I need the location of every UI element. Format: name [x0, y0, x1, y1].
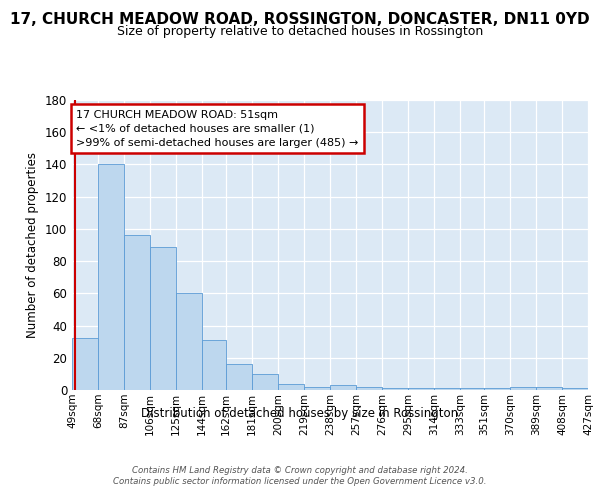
Bar: [460, 388, 484, 390]
Text: Contains HM Land Registry data © Crown copyright and database right 2024.: Contains HM Land Registry data © Crown c…: [132, 466, 468, 475]
Bar: [510, 387, 536, 390]
Bar: [150, 246, 176, 390]
Bar: [382, 388, 408, 390]
Bar: [330, 385, 356, 390]
Bar: [202, 340, 226, 390]
Text: Size of property relative to detached houses in Rossington: Size of property relative to detached ho…: [117, 25, 483, 38]
Bar: [278, 384, 304, 390]
Bar: [356, 387, 382, 390]
Bar: [98, 164, 124, 390]
Text: 17, CHURCH MEADOW ROAD, ROSSINGTON, DONCASTER, DN11 0YD: 17, CHURCH MEADOW ROAD, ROSSINGTON, DONC…: [10, 12, 590, 28]
Text: Distribution of detached houses by size in Rossington: Distribution of detached houses by size …: [142, 408, 458, 420]
Bar: [536, 387, 562, 390]
Bar: [562, 388, 588, 390]
Text: Contains public sector information licensed under the Open Government Licence v3: Contains public sector information licen…: [113, 478, 487, 486]
Bar: [226, 364, 252, 390]
Bar: [124, 236, 150, 390]
Bar: [176, 294, 202, 390]
Bar: [434, 388, 460, 390]
Bar: [304, 387, 330, 390]
Text: 17 CHURCH MEADOW ROAD: 51sqm
← <1% of detached houses are smaller (1)
>99% of se: 17 CHURCH MEADOW ROAD: 51sqm ← <1% of de…: [76, 110, 358, 148]
Bar: [484, 388, 510, 390]
Bar: [72, 338, 98, 390]
Bar: [252, 374, 278, 390]
Y-axis label: Number of detached properties: Number of detached properties: [26, 152, 39, 338]
Bar: [408, 388, 434, 390]
